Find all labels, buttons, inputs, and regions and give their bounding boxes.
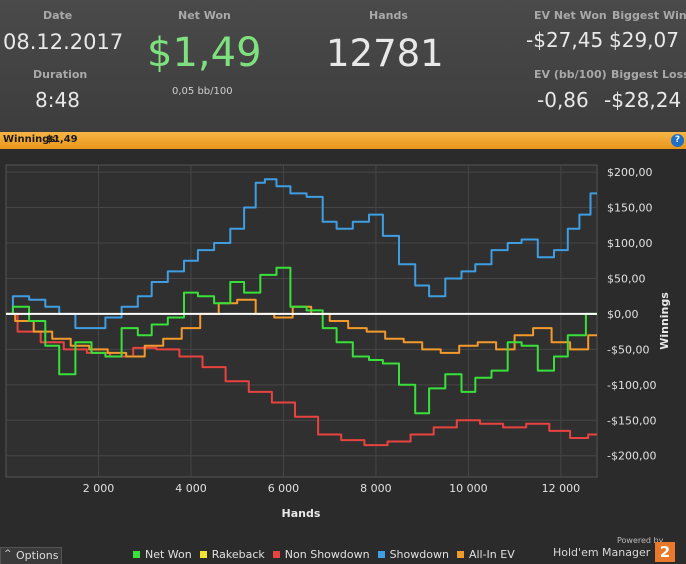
series-line-net-won: [6, 266, 597, 415]
legend-swatch: [377, 551, 385, 558]
legend-label: Rakeback: [211, 548, 265, 561]
x-tick-label: 2 000: [83, 482, 115, 495]
options-label: Options: [16, 549, 59, 562]
y-axis-ticks: $200,00 $150,00 $100,00 $50,00 $0,00 -$50,00 -…: [607, 166, 656, 463]
y-tick-label: $100,00: [607, 237, 653, 250]
x-tick-label: 10 000: [449, 482, 488, 495]
winnings-bar: Winnings: $1,49 ?: [0, 132, 686, 149]
duration-value: 8:48: [35, 88, 80, 112]
ev-bb-label: EV (bb/100): [534, 68, 607, 81]
x-tick-label: 6 000: [268, 482, 300, 495]
legend-item: All-In EV: [456, 548, 515, 561]
chart-legend: Net Won Rakeback Non Showdown Showdown All-I…: [133, 548, 523, 561]
y-axis-label: Winnings: [658, 292, 671, 350]
legend-item: Rakeback: [199, 548, 265, 561]
x-tick-label: 4 000: [175, 482, 207, 495]
summary-header: Date 08.12.2017 Duration 8:48 Net Won $1…: [0, 0, 686, 132]
ev-net-won-label: EV Net Won: [534, 9, 607, 22]
y-tick-label: $150,00: [607, 202, 653, 215]
brand-badge-icon: 2: [655, 542, 675, 562]
brand-logo: Powered by Hold'em Manager 2: [553, 536, 683, 563]
winnings-chart: $200,00 $150,00 $100,00 $50,00 $0,00 -$50,00 -…: [0, 149, 686, 547]
net-won-label: Net Won: [178, 9, 231, 22]
y-tick-label: $200,00: [607, 166, 653, 179]
x-axis-ticks: 2 000 4 000 6 000 8 000 10 000 12 000: [83, 482, 580, 495]
hands-value: 12781: [326, 32, 444, 75]
options-button[interactable]: ^ Options: [0, 547, 62, 564]
y-tick-label: -$100,00: [607, 379, 656, 392]
ev-net-won-value: -$27,45: [526, 28, 604, 52]
biggest-win-value: $29,07: [609, 28, 679, 52]
chart-series: [6, 178, 597, 447]
y-tick-label: -$50,00: [607, 343, 649, 356]
x-tick-label: 12 000: [542, 482, 581, 495]
powered-by-text: Powered by: [617, 536, 664, 545]
legend-swatch: [133, 551, 140, 558]
date-label: Date: [43, 9, 73, 22]
biggest-loss-value: -$28,24: [604, 88, 682, 112]
legend-label: Showdown: [389, 548, 449, 561]
plot-area: [5, 164, 598, 478]
legend-item: Showdown: [377, 548, 449, 561]
biggest-win-label: Biggest Win: [612, 9, 686, 22]
legend-item: Non Showdown: [272, 548, 370, 561]
winnings-bar-label: Winnings:: [3, 134, 60, 145]
brand-name: Hold'em Manager: [553, 546, 651, 559]
chart-grid: [6, 165, 597, 477]
biggest-loss-label: Biggest Loss: [611, 68, 686, 81]
hands-label: Hands: [369, 9, 408, 22]
legend-item: Net Won: [133, 548, 192, 561]
ev-bb-value: -0,86: [537, 88, 589, 112]
y-tick-label: $50,00: [607, 272, 646, 285]
x-tick-label: 8 000: [360, 482, 392, 495]
help-icon[interactable]: ?: [671, 134, 684, 147]
legend-label: Net Won: [145, 548, 192, 561]
date-value: 08.12.2017: [3, 30, 124, 54]
y-tick-label: -$150,00: [607, 414, 656, 427]
net-won-bb-value: 0,05 bb/100: [172, 86, 233, 97]
legend-label: All-In EV: [468, 548, 515, 561]
x-axis-label: Hands: [282, 507, 321, 520]
duration-label: Duration: [33, 68, 88, 81]
legend-label: Non Showdown: [284, 548, 370, 561]
net-won-value: $1,49: [147, 30, 262, 76]
y-tick-label: $0,00: [607, 308, 639, 321]
series-line-showdown: [6, 178, 597, 330]
chevron-up-icon: ^: [4, 549, 12, 559]
winnings-bar-value: $1,49: [46, 134, 78, 145]
legend-swatch: [272, 551, 280, 558]
y-tick-label: -$200,00: [607, 450, 656, 463]
legend-swatch: [456, 551, 464, 558]
legend-swatch: [199, 551, 207, 558]
